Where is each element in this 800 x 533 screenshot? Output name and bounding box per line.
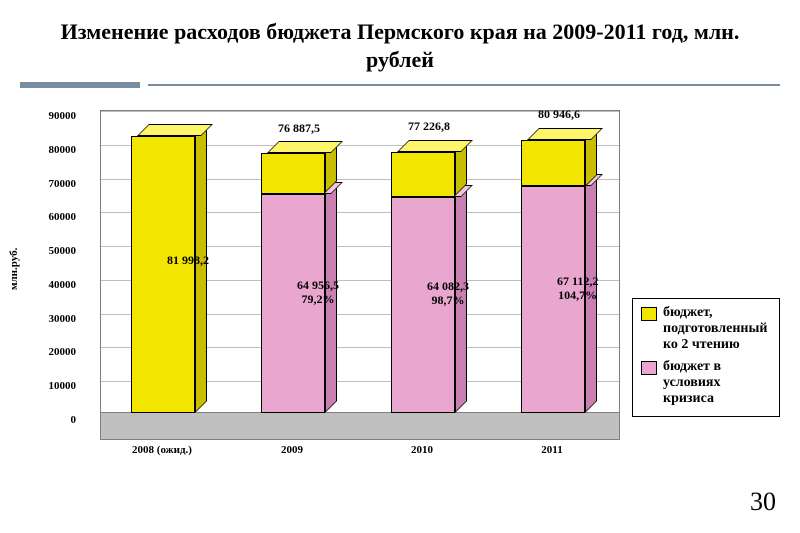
budget-chart: млн.руб. 81 998,264 956,579,2%76 887,564… [36, 100, 636, 480]
y-tick-label: 30000 [26, 313, 76, 325]
bar-inside-label: 67 112,2104,7% [557, 275, 598, 303]
category-label: 2011 [541, 444, 562, 456]
title-underline [0, 82, 800, 88]
legend-item: бюджет, подготовленный ко 2 чтению [641, 305, 771, 353]
bar-inside-label: 81 998,2 [167, 254, 209, 268]
bar-segment [131, 136, 195, 413]
category-label: 2010 [411, 444, 433, 456]
y-tick-label: 10000 [26, 380, 76, 392]
y-tick-label: 40000 [26, 279, 76, 291]
legend: бюджет, подготовленный ко 2 чтению бюджет… [632, 298, 780, 417]
bar-top-label: 80 946,6 [538, 108, 580, 122]
bar-top-label: 76 887,5 [278, 122, 320, 136]
legend-swatch [641, 361, 657, 375]
bar-top-label: 77 226,8 [408, 120, 450, 134]
y-tick-label: 0 [26, 414, 76, 426]
chart-plot: 81 998,2 64 956,579,2% 76 887,5 64 082,398,… [100, 110, 620, 440]
bar-segment [521, 140, 585, 187]
legend-swatch [641, 307, 657, 321]
y-tick-label: 90000 [26, 110, 76, 122]
chart-floor [101, 412, 619, 439]
y-axis-title: млн.руб. [8, 248, 20, 290]
legend-item: бюджет в условиях кризиса [641, 359, 771, 407]
bar-inside-label: 64 956,579,2% [297, 279, 339, 307]
y-tick-label: 50000 [26, 245, 76, 257]
y-tick-label: 70000 [26, 178, 76, 190]
page-number: 30 [750, 487, 776, 517]
page-title: Изменение расходов бюджета Пермского кра… [40, 18, 760, 73]
legend-label: бюджет, подготовленный ко 2 чтению [663, 305, 771, 353]
y-tick-label: 60000 [26, 211, 76, 223]
category-label: 2009 [281, 444, 303, 456]
bar-segment [261, 153, 325, 193]
legend-label: бюджет в условиях кризиса [663, 359, 771, 407]
category-label: 2008 (ожид.) [132, 444, 192, 456]
slide: Изменение расходов бюджета Пермского кра… [0, 0, 800, 533]
y-tick-label: 80000 [26, 144, 76, 156]
bar-inside-label: 64 082,398,7% [427, 280, 469, 308]
bar-segment [391, 152, 455, 196]
y-tick-label: 20000 [26, 346, 76, 358]
